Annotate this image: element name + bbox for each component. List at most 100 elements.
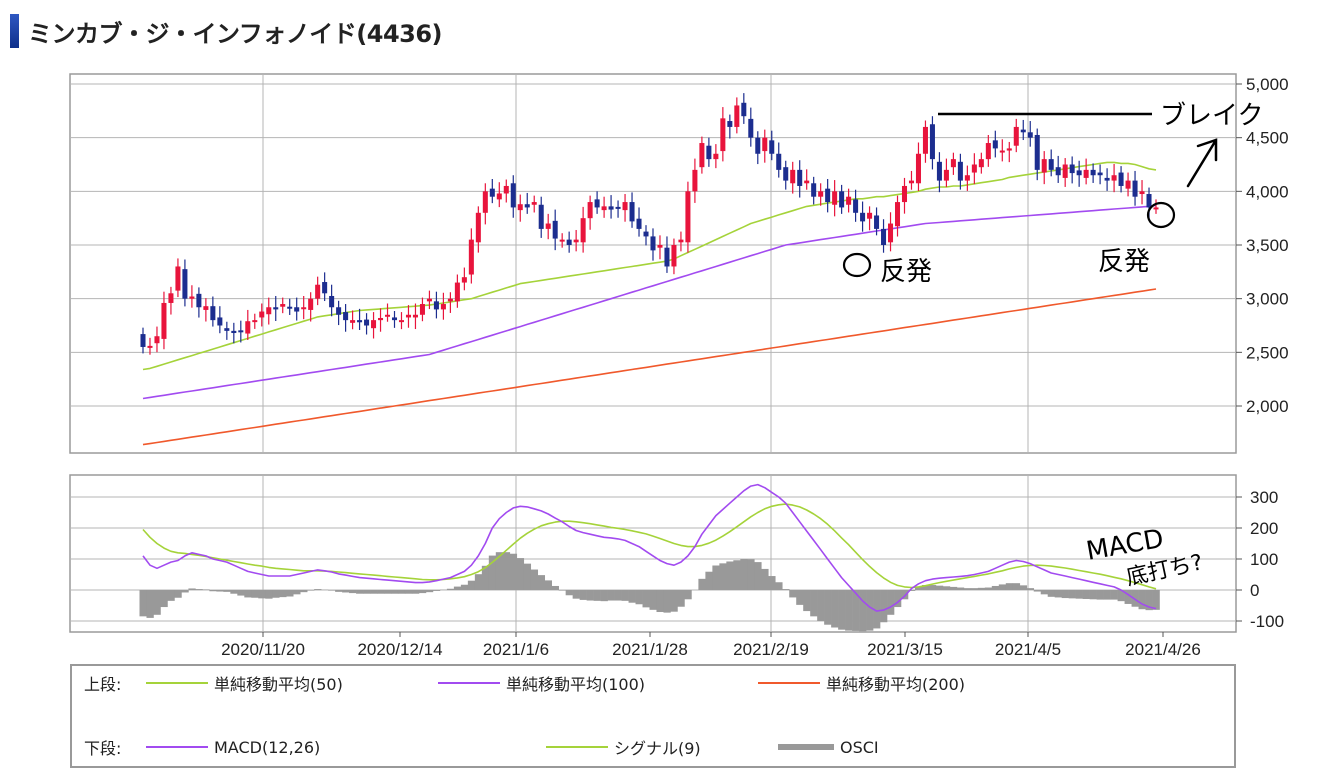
candle-body [140, 334, 146, 347]
candle-body [587, 202, 593, 219]
osci-bar [1082, 590, 1090, 599]
osci-bar [712, 565, 720, 590]
candle-body [391, 317, 398, 321]
price-tick-label: 4,000 [1246, 182, 1289, 201]
candle-body [510, 183, 516, 208]
candle-body [273, 307, 279, 310]
osci-bar [265, 590, 273, 599]
candle-body [175, 266, 181, 291]
candle-body [720, 118, 726, 152]
candle-body [154, 336, 160, 344]
sma200-line [142, 288, 1157, 446]
candle-body [964, 175, 970, 181]
candle-body [671, 245, 677, 267]
legend-macd: MACD(12,26) [146, 736, 320, 758]
osci-bar [1026, 588, 1035, 590]
candle-body [846, 196, 852, 205]
osci-bar [1124, 590, 1132, 604]
candle-body [894, 202, 901, 227]
candle-body [419, 304, 425, 315]
candle-body [447, 298, 453, 302]
osci-bar [377, 590, 385, 594]
candle-body [566, 239, 572, 245]
osci-bar [397, 590, 406, 594]
osci-bar [901, 590, 909, 600]
osci-bar [949, 586, 958, 590]
osci-bar [970, 588, 979, 590]
candle-body [336, 307, 342, 315]
osci-bar [991, 585, 1000, 590]
osci-bar [516, 558, 525, 590]
osci-bar [1054, 590, 1062, 598]
legend-sma100-label: 単純移動平均(100) [506, 675, 646, 694]
legend-signal-label: シグナル(9) [614, 739, 701, 758]
osci-bar [300, 590, 308, 593]
osci-bar [768, 576, 776, 590]
osci-bar [649, 590, 657, 610]
candle-body [1013, 126, 1019, 146]
price-panel: 5,000 4,500 4,000 3,500 3,000 2,500 2,000 [69, 73, 1289, 454]
candle-body [468, 239, 474, 275]
x-tick-label: 2021/1/6 [483, 640, 549, 659]
osci-bar [272, 590, 280, 598]
osci-bar [817, 590, 825, 621]
macd-tick-label: 0 [1250, 581, 1259, 600]
candle-body [315, 284, 321, 299]
osci-bar [481, 565, 490, 590]
candle-body [147, 345, 153, 348]
candle-body [252, 320, 258, 323]
osci-bar [1005, 583, 1014, 590]
candle-body [755, 137, 761, 154]
osci-bar [391, 590, 399, 594]
candle-body [503, 185, 509, 194]
osci-bar [188, 588, 196, 590]
osci-bar [1103, 590, 1111, 600]
osci-bar [160, 590, 168, 608]
candle-body [1132, 180, 1138, 197]
osci-bar [852, 590, 860, 631]
legend-upper-label: 上段: [84, 675, 122, 694]
candle-body [343, 312, 349, 321]
candle-body [350, 320, 356, 323]
x-axis: 2020/11/20 2020/12/14 2021/1/6 2021/1/28 202… [221, 632, 1201, 659]
legend-sma200-swatch [758, 682, 820, 684]
osci-bar [446, 588, 455, 590]
candle-body [971, 164, 977, 173]
osci-bar [411, 590, 420, 594]
candle-body [496, 193, 502, 200]
candle-body [426, 298, 432, 302]
candle-body [161, 302, 167, 339]
candle-body [580, 218, 586, 243]
candle-body [287, 306, 293, 309]
candle-body [839, 191, 845, 208]
x-tick-label: 2021/4/5 [995, 640, 1061, 659]
osci-bar [775, 582, 783, 590]
candle-body [1153, 207, 1159, 210]
candle-body [713, 153, 719, 160]
osci-bar [810, 590, 818, 617]
candle-body [1090, 169, 1096, 176]
price-tick-label: 4,500 [1246, 129, 1289, 148]
candle-body [741, 102, 747, 117]
osci-bar [956, 587, 965, 590]
osci-bar [838, 590, 846, 630]
candle-body [378, 317, 384, 321]
osci-bar [349, 590, 357, 594]
candle-body [357, 320, 363, 323]
candle-body [371, 320, 377, 329]
candle-body [748, 118, 754, 138]
osci-bar [684, 590, 692, 600]
candle-body [1076, 170, 1082, 176]
candle-body [454, 282, 460, 302]
candle-body [601, 206, 607, 211]
candle-body [1069, 164, 1075, 174]
osci-bar [370, 590, 378, 594]
candle-body [196, 293, 202, 308]
candle-body [929, 124, 935, 160]
candle-body [329, 295, 335, 308]
candle-body [552, 220, 558, 239]
legend-sma100: 単純移動平均(100) [438, 672, 645, 694]
candle-body [203, 306, 209, 310]
osci-bar [887, 590, 895, 615]
macd-tick-label: 300 [1250, 488, 1278, 507]
